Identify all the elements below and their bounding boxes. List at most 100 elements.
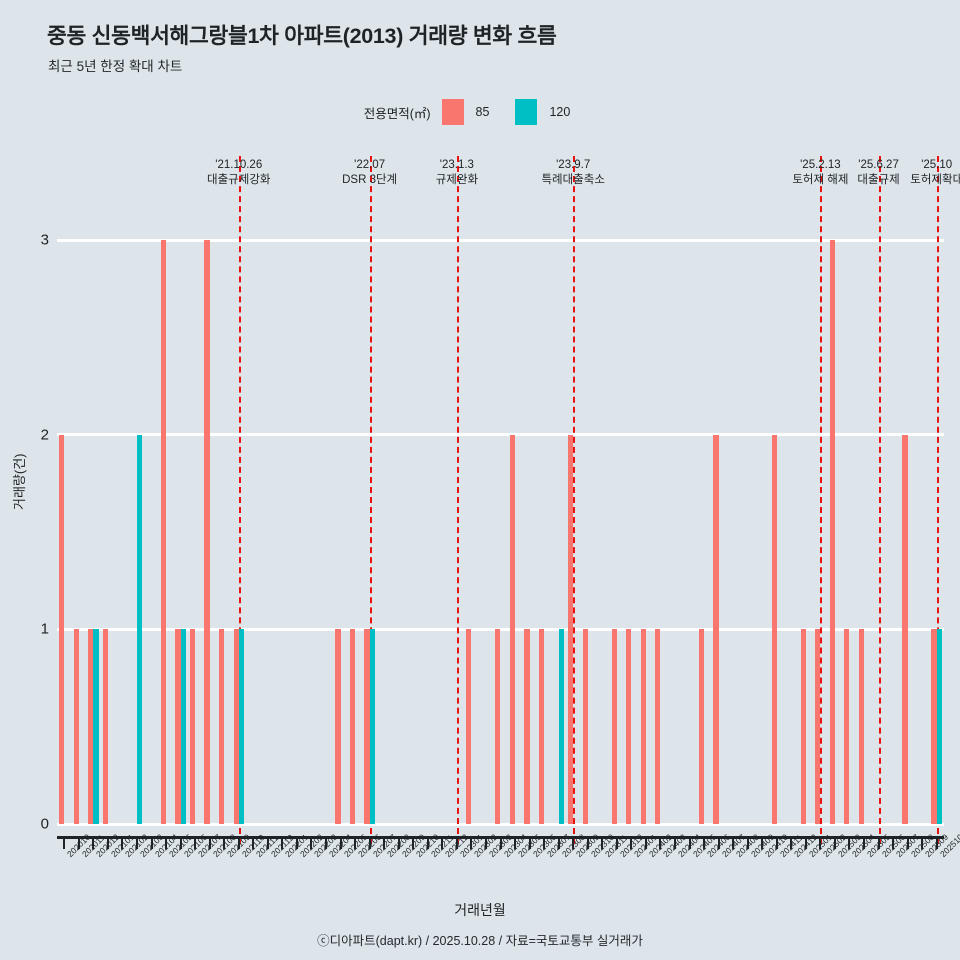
x-tick bbox=[295, 839, 298, 849]
bar[interactable] bbox=[800, 629, 806, 824]
event-text: 특례대출축소 bbox=[541, 174, 605, 186]
x-tick bbox=[77, 839, 80, 849]
gridline bbox=[57, 433, 944, 437]
x-tick bbox=[557, 839, 560, 849]
bar[interactable] bbox=[93, 629, 99, 824]
legend-item-85[interactable]: 85 bbox=[441, 99, 516, 125]
event-line bbox=[456, 156, 459, 844]
bar[interactable] bbox=[73, 629, 79, 824]
bar[interactable] bbox=[189, 629, 196, 824]
event-date: '25.10 bbox=[921, 159, 953, 171]
x-tick bbox=[514, 839, 517, 849]
footer-note: ⓒ디아파트(dapt.kr) / 2025.10.28 / 자료=국토교통부 실… bbox=[317, 934, 643, 948]
legend-label-120: 120 bbox=[549, 105, 571, 119]
bar[interactable] bbox=[160, 240, 167, 824]
event-line bbox=[238, 156, 241, 844]
x-tick bbox=[470, 839, 473, 849]
x-tick bbox=[935, 839, 938, 849]
bar[interactable] bbox=[558, 629, 564, 824]
bar[interactable] bbox=[495, 629, 501, 824]
bar[interactable] bbox=[349, 629, 356, 824]
bar[interactable] bbox=[509, 434, 516, 824]
x-tick bbox=[441, 839, 444, 849]
bar[interactable] bbox=[640, 629, 646, 824]
legend-item-120[interactable]: 120 bbox=[515, 99, 596, 125]
event-date: '23.1.3 bbox=[439, 159, 474, 171]
x-tick bbox=[325, 839, 327, 849]
bar[interactable] bbox=[858, 629, 864, 824]
bar[interactable] bbox=[902, 434, 908, 824]
legend-title: 전용면적(㎡) bbox=[363, 106, 431, 121]
x-tick bbox=[848, 839, 851, 849]
bar[interactable] bbox=[538, 629, 545, 824]
event-line bbox=[820, 156, 823, 844]
bar[interactable] bbox=[233, 629, 239, 824]
x-tick bbox=[921, 839, 924, 849]
bar[interactable] bbox=[611, 629, 617, 824]
event-text: DSR 3단계 bbox=[342, 174, 398, 186]
bar[interactable] bbox=[364, 629, 370, 824]
x-tick bbox=[165, 839, 168, 849]
x-tick bbox=[906, 839, 909, 849]
x-tick bbox=[863, 839, 866, 849]
bar[interactable] bbox=[815, 629, 821, 824]
x-tick bbox=[223, 839, 226, 849]
bar[interactable] bbox=[844, 629, 850, 824]
legend-label-85: 85 bbox=[475, 105, 490, 119]
x-tick bbox=[717, 839, 720, 849]
bar[interactable] bbox=[829, 240, 835, 824]
x-tick bbox=[237, 839, 240, 849]
x-tick bbox=[92, 839, 95, 849]
x-tick bbox=[877, 839, 880, 849]
bar[interactable] bbox=[466, 629, 472, 824]
bar[interactable] bbox=[524, 629, 530, 824]
bar[interactable] bbox=[698, 629, 705, 824]
bar[interactable] bbox=[582, 629, 588, 824]
x-tick bbox=[630, 839, 633, 849]
x-tick bbox=[572, 839, 575, 849]
x-tick bbox=[586, 839, 589, 849]
bar[interactable] bbox=[238, 629, 244, 824]
x-tick bbox=[354, 839, 357, 849]
event-date: '25.6.27 bbox=[858, 159, 899, 171]
event-date: '21.10.26 bbox=[215, 159, 263, 171]
event-text: 대출규제강화 bbox=[207, 174, 271, 186]
bar[interactable] bbox=[88, 629, 94, 824]
x-tick bbox=[615, 839, 618, 849]
x-tick bbox=[819, 839, 822, 849]
x-tick bbox=[790, 839, 793, 849]
bar[interactable] bbox=[655, 629, 661, 824]
x-tick bbox=[383, 839, 386, 849]
x-tick bbox=[426, 839, 429, 849]
event-date: '22.07 bbox=[354, 159, 386, 171]
x-tick bbox=[412, 839, 415, 849]
legend: 전용면적(㎡) 85 120 bbox=[0, 99, 960, 125]
bar[interactable] bbox=[931, 629, 937, 824]
bar[interactable] bbox=[136, 434, 143, 824]
bar[interactable] bbox=[567, 434, 574, 824]
bar[interactable] bbox=[335, 629, 341, 824]
event-label: '25.10 토허제확대 bbox=[910, 158, 960, 188]
bar[interactable] bbox=[180, 629, 186, 824]
x-tick bbox=[892, 839, 895, 849]
gridline bbox=[57, 627, 944, 631]
bar[interactable] bbox=[771, 434, 777, 824]
bar[interactable] bbox=[936, 629, 942, 824]
x-tick bbox=[106, 839, 109, 849]
event-text: 토허제 해제 bbox=[792, 174, 849, 186]
bar[interactable] bbox=[713, 434, 719, 824]
bar[interactable] bbox=[102, 629, 108, 824]
bar[interactable] bbox=[369, 629, 375, 824]
x-tick bbox=[63, 839, 66, 849]
bar[interactable] bbox=[626, 629, 632, 824]
bar[interactable] bbox=[175, 629, 181, 824]
bar[interactable] bbox=[204, 240, 210, 824]
bar[interactable] bbox=[218, 629, 225, 824]
legend-swatch-85 bbox=[441, 99, 464, 125]
x-tick bbox=[659, 839, 662, 849]
event-line bbox=[573, 156, 576, 844]
legend-swatch-120 bbox=[515, 99, 538, 125]
x-tick bbox=[761, 839, 764, 849]
bar[interactable] bbox=[59, 434, 65, 824]
